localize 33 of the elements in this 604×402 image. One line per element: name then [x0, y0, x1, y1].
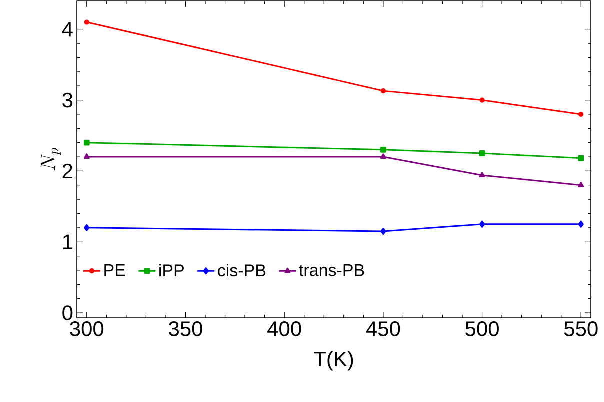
y-tick-label: 4 — [62, 22, 73, 37]
point — [479, 172, 486, 178]
legend-label: cis-PB — [218, 264, 266, 277]
y-tick-label: 3 — [62, 92, 73, 108]
x-tick-label: 350 — [169, 322, 202, 336]
point — [578, 182, 584, 188]
legend-label: trans-PB — [299, 264, 364, 276]
point — [480, 98, 485, 103]
y-tick-label: 2 — [62, 164, 72, 179]
x-axis-title: T(K) — [314, 351, 354, 371]
point — [578, 155, 584, 162]
point — [479, 150, 486, 156]
x-tick-label: 400 — [268, 322, 302, 336]
x-tick-label: 300 — [70, 322, 104, 336]
point — [380, 228, 386, 236]
x-tick-label: 550 — [564, 322, 598, 336]
y-tick-label: 0 — [62, 306, 73, 320]
point — [578, 112, 584, 118]
x-tick-label: 500 — [466, 322, 499, 336]
x-tick-label: 450 — [366, 322, 400, 336]
point — [380, 154, 386, 160]
point — [380, 88, 386, 94]
point — [479, 220, 486, 228]
point — [84, 224, 90, 232]
y-axis-title: $N_p$ — [40, 148, 61, 170]
point — [578, 220, 584, 228]
point — [84, 154, 90, 160]
point — [84, 140, 90, 146]
point — [380, 146, 386, 153]
y-tick-label: 1 — [63, 234, 72, 250]
point — [84, 20, 90, 25]
legend-label: PE — [104, 264, 126, 276]
legend-label: iPP — [160, 264, 184, 276]
